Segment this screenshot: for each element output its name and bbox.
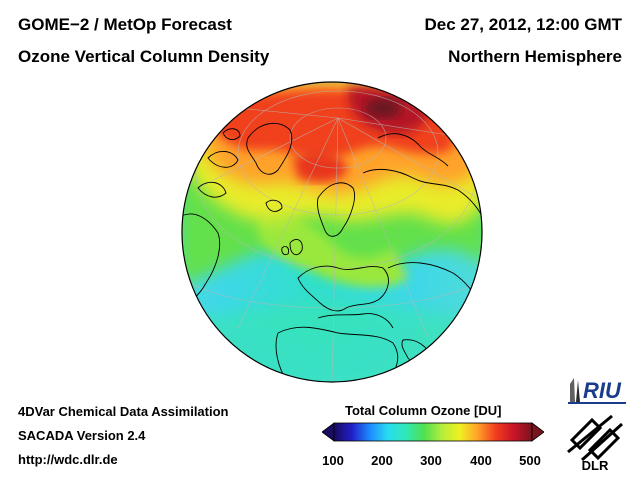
colorbar-tick-400: 400 bbox=[470, 453, 492, 468]
colorbar-low-arrow bbox=[322, 422, 335, 442]
title-quantity: Ozone Vertical Column Density bbox=[18, 47, 270, 66]
title-product: GOME−2 / MetOp Forecast bbox=[18, 15, 232, 34]
dlr-logo: DLR bbox=[567, 414, 624, 472]
dlr-logo-text: DLR bbox=[582, 458, 609, 472]
footer-method: 4DVar Chemical Data Assimilation bbox=[18, 404, 229, 419]
title-date: Dec 27, 2012, 12:00 GMT bbox=[424, 15, 622, 34]
colorbar-tick-500: 500 bbox=[519, 453, 541, 468]
riu-logo: RIU bbox=[568, 378, 626, 404]
colorbar-gradient bbox=[333, 422, 533, 442]
colorbar-title: Total Column Ozone [DU] bbox=[345, 403, 502, 418]
title-region: Northern Hemisphere bbox=[448, 47, 622, 66]
colorbar-high-arrow bbox=[531, 422, 544, 442]
footer-version: SACADA Version 2.4 bbox=[18, 428, 146, 443]
globe-outline bbox=[181, 81, 483, 383]
footer-url: http://wdc.dlr.de bbox=[18, 452, 118, 467]
colorbar-tick-200: 200 bbox=[371, 453, 393, 468]
ozone-globe-map bbox=[181, 81, 483, 383]
colorbar-tick-100: 100 bbox=[322, 453, 344, 468]
colorbar-tick-300: 300 bbox=[420, 453, 442, 468]
colorbar bbox=[322, 422, 544, 442]
riu-logo-text: RIU bbox=[583, 378, 622, 403]
coastlines bbox=[182, 122, 482, 382]
